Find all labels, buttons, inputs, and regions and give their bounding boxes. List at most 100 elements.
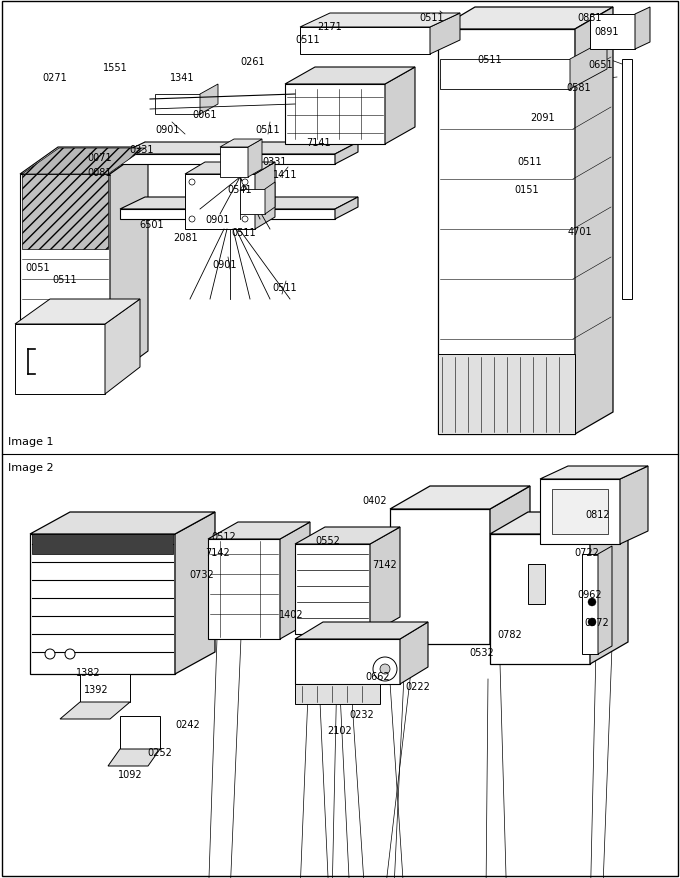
Text: 1392: 1392 xyxy=(84,684,108,694)
Polygon shape xyxy=(220,148,248,178)
Text: 0242: 0242 xyxy=(175,719,201,729)
Polygon shape xyxy=(582,554,598,654)
Polygon shape xyxy=(30,535,175,674)
Polygon shape xyxy=(335,143,358,165)
Text: 6501: 6501 xyxy=(139,220,165,230)
Polygon shape xyxy=(220,140,262,148)
Polygon shape xyxy=(30,513,215,535)
Polygon shape xyxy=(622,60,632,299)
Polygon shape xyxy=(438,30,575,435)
Polygon shape xyxy=(20,148,148,175)
Polygon shape xyxy=(590,15,635,50)
Text: 0541: 0541 xyxy=(228,184,252,195)
Text: 0252: 0252 xyxy=(148,747,173,757)
Polygon shape xyxy=(335,198,358,220)
Circle shape xyxy=(588,598,596,607)
Polygon shape xyxy=(15,325,105,394)
Text: 1382: 1382 xyxy=(75,667,101,677)
Text: 0511: 0511 xyxy=(477,55,503,65)
Text: 7141: 7141 xyxy=(307,138,331,148)
Polygon shape xyxy=(620,466,648,544)
Polygon shape xyxy=(590,513,628,665)
Polygon shape xyxy=(295,639,400,684)
Polygon shape xyxy=(60,702,130,719)
Text: 0532: 0532 xyxy=(470,647,494,658)
Polygon shape xyxy=(248,140,262,178)
Polygon shape xyxy=(438,355,575,435)
Polygon shape xyxy=(635,8,650,50)
Polygon shape xyxy=(175,513,215,674)
Text: 7142: 7142 xyxy=(205,547,231,558)
Text: 0662: 0662 xyxy=(366,672,390,681)
Polygon shape xyxy=(120,716,160,749)
Polygon shape xyxy=(280,522,310,639)
Polygon shape xyxy=(400,623,428,684)
Polygon shape xyxy=(438,8,613,30)
Text: 0511: 0511 xyxy=(273,283,297,292)
Text: Image 1: Image 1 xyxy=(8,436,54,447)
Text: 0581: 0581 xyxy=(566,83,592,93)
Polygon shape xyxy=(490,535,590,665)
Text: 0261: 0261 xyxy=(241,57,265,67)
Polygon shape xyxy=(32,535,173,554)
Circle shape xyxy=(242,217,248,223)
Text: 0512: 0512 xyxy=(211,531,237,542)
Polygon shape xyxy=(300,28,430,55)
Polygon shape xyxy=(20,175,110,379)
Polygon shape xyxy=(155,95,200,115)
Polygon shape xyxy=(240,190,265,215)
Polygon shape xyxy=(490,486,530,644)
Polygon shape xyxy=(300,14,460,28)
Polygon shape xyxy=(80,674,130,702)
Text: 0732: 0732 xyxy=(190,569,214,579)
Polygon shape xyxy=(295,623,428,639)
Polygon shape xyxy=(110,148,148,379)
Circle shape xyxy=(45,649,55,659)
Polygon shape xyxy=(265,183,275,215)
Text: 0151: 0151 xyxy=(515,184,539,195)
Polygon shape xyxy=(390,486,530,509)
Text: 2102: 2102 xyxy=(328,725,352,735)
Text: 0511: 0511 xyxy=(517,157,543,167)
Polygon shape xyxy=(570,40,607,90)
Polygon shape xyxy=(185,162,275,175)
Polygon shape xyxy=(540,479,620,544)
Text: 0962: 0962 xyxy=(578,589,602,600)
Text: 1551: 1551 xyxy=(103,63,127,73)
Text: 0271: 0271 xyxy=(43,73,67,83)
Polygon shape xyxy=(15,299,140,325)
Text: 0812: 0812 xyxy=(585,509,611,520)
Text: 2081: 2081 xyxy=(173,233,199,242)
Text: 0331: 0331 xyxy=(262,157,287,167)
Polygon shape xyxy=(552,489,608,535)
Polygon shape xyxy=(185,175,255,230)
Polygon shape xyxy=(285,68,415,85)
Text: 1411: 1411 xyxy=(273,169,297,180)
Polygon shape xyxy=(540,466,648,479)
Text: Image 2: Image 2 xyxy=(8,463,54,472)
Polygon shape xyxy=(440,60,570,90)
Text: 0901: 0901 xyxy=(156,125,180,135)
Polygon shape xyxy=(575,8,613,435)
Text: 1402: 1402 xyxy=(279,609,303,619)
Circle shape xyxy=(189,180,195,186)
Polygon shape xyxy=(120,155,335,165)
Text: 0511: 0511 xyxy=(232,227,256,238)
Text: 0511: 0511 xyxy=(256,125,280,135)
Polygon shape xyxy=(295,528,400,544)
Polygon shape xyxy=(528,565,545,604)
Text: 0881: 0881 xyxy=(578,13,602,23)
Polygon shape xyxy=(385,68,415,145)
Polygon shape xyxy=(208,539,280,639)
Polygon shape xyxy=(285,85,385,145)
Polygon shape xyxy=(200,85,218,115)
Text: 0232: 0232 xyxy=(350,709,375,719)
Text: 0891: 0891 xyxy=(595,27,619,37)
Text: 0071: 0071 xyxy=(88,153,112,162)
Polygon shape xyxy=(120,143,358,155)
Text: 0972: 0972 xyxy=(585,617,609,627)
Text: 0331: 0331 xyxy=(130,145,154,155)
Text: 0511: 0511 xyxy=(420,13,444,23)
Polygon shape xyxy=(490,513,628,535)
Text: 0511: 0511 xyxy=(52,275,78,284)
